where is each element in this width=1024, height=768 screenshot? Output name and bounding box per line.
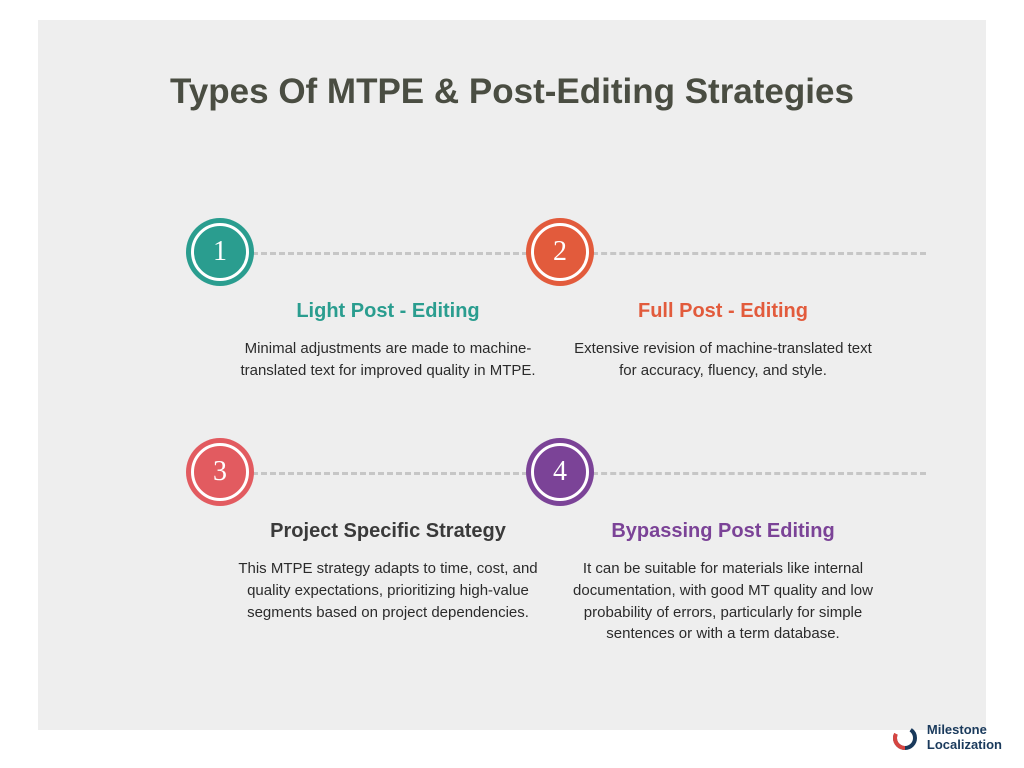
dash-line-2b <box>592 472 926 475</box>
block-1-body: Minimal adjustments are made to machine-… <box>238 338 538 382</box>
step-number-2: 2 <box>531 223 589 281</box>
block-2-heading: Full Post - Editing <box>573 298 873 324</box>
row-2: 3 4 <box>128 440 926 504</box>
step-circle-4: 4 <box>528 440 592 504</box>
block-2: Full Post - Editing Extensive revision o… <box>573 298 873 382</box>
row-1: 1 2 <box>128 220 926 284</box>
block-3: Project Specific Strategy This MTPE stra… <box>238 518 538 623</box>
block-3-heading: Project Specific Strategy <box>238 518 538 544</box>
step-number-1: 1 <box>191 223 249 281</box>
step-circle-3: 3 <box>188 440 252 504</box>
dash-line-1a <box>252 252 528 255</box>
logo-text: Milestone Localization <box>927 723 1002 752</box>
page-title: Types Of MTPE & Post-Editing Strategies <box>38 68 986 115</box>
block-4: Bypassing Post Editing It can be suitabl… <box>573 518 873 645</box>
step-number-3: 3 <box>191 443 249 501</box>
block-4-body: It can be suitable for materials like in… <box>573 558 873 645</box>
logo-ring-icon <box>891 724 919 752</box>
infographic-canvas: Types Of MTPE & Post-Editing Strategies … <box>38 20 986 730</box>
dash-line-2a <box>252 472 528 475</box>
block-2-body: Extensive revision of machine-translated… <box>573 338 873 382</box>
block-3-body: This MTPE strategy adapts to time, cost,… <box>238 558 538 623</box>
step-circle-2: 2 <box>528 220 592 284</box>
block-1: Light Post - Editing Minimal adjustments… <box>238 298 538 382</box>
block-1-heading: Light Post - Editing <box>238 298 538 324</box>
logo-line-2: Localization <box>927 738 1002 752</box>
step-number-4: 4 <box>531 443 589 501</box>
dash-line-1b <box>592 252 926 255</box>
step-circle-1: 1 <box>188 220 252 284</box>
brand-logo: Milestone Localization <box>891 723 1002 752</box>
block-4-heading: Bypassing Post Editing <box>573 518 873 544</box>
logo-line-1: Milestone <box>927 723 1002 737</box>
